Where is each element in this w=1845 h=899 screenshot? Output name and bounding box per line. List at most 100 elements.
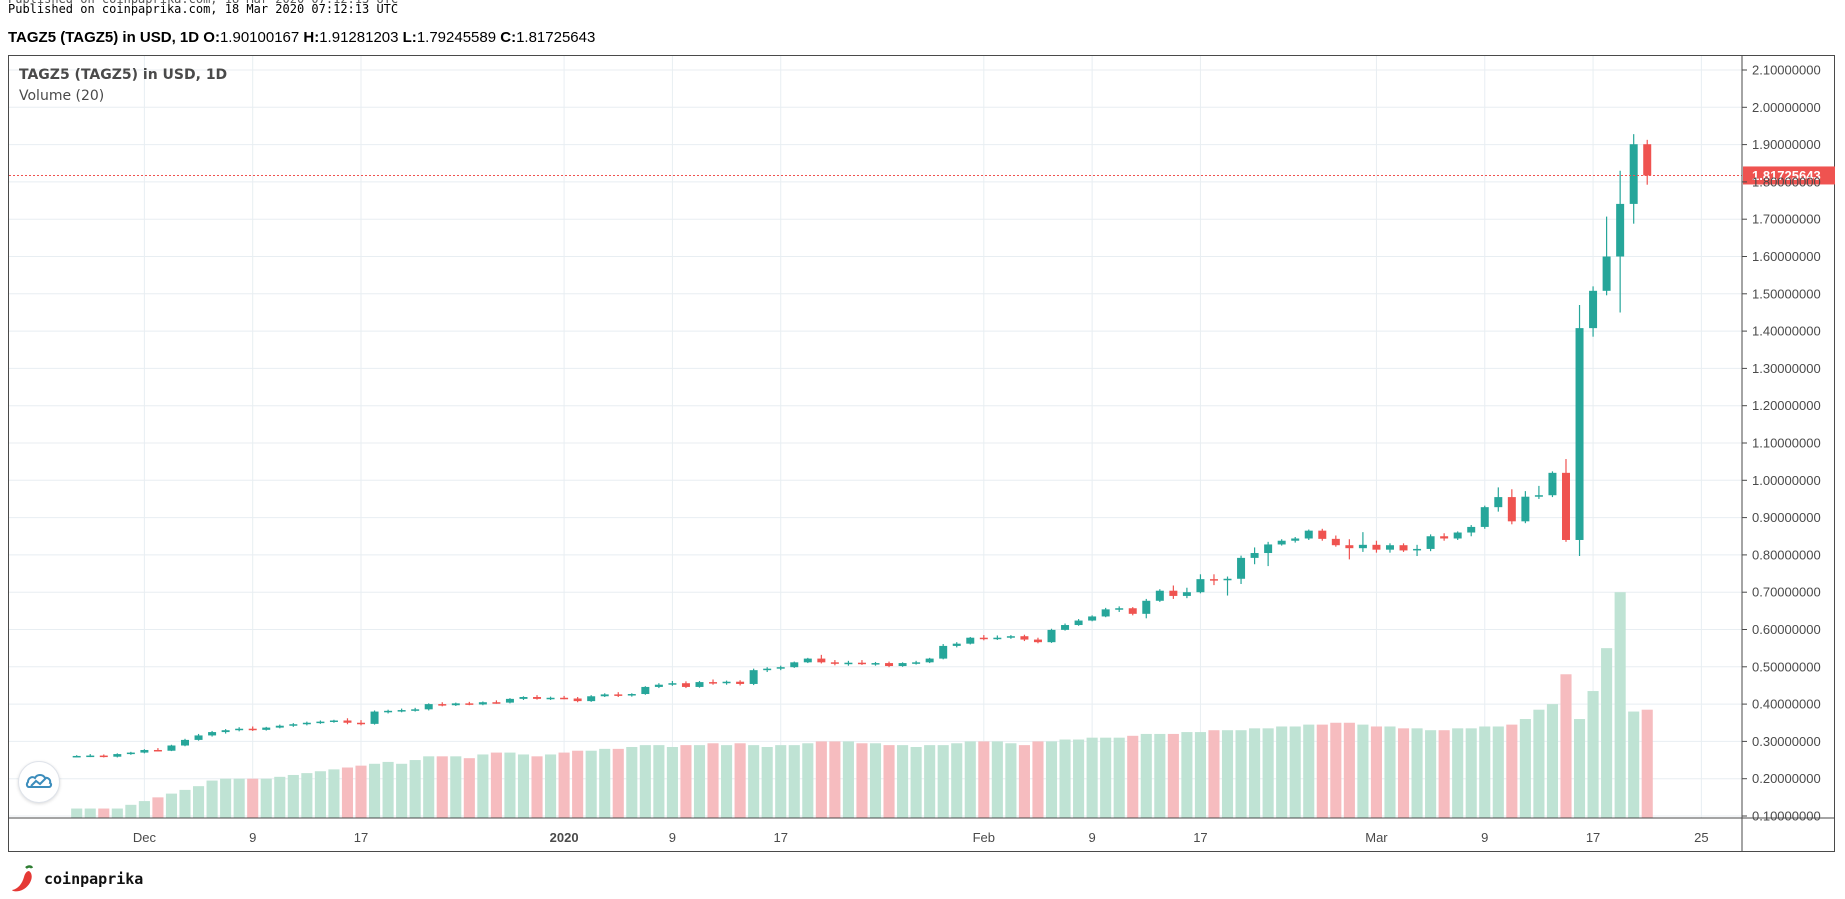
volume-bar bbox=[531, 756, 543, 818]
x-tick-label: 9 bbox=[249, 830, 256, 845]
volume-bar bbox=[1194, 732, 1206, 818]
ohlc-header: TAGZ5 (TAGZ5) in USD, 1D O:1.90100167 H:… bbox=[8, 29, 595, 46]
y-tick-label: 0.50000000 bbox=[1752, 659, 1821, 674]
volume-bar bbox=[788, 745, 800, 818]
y-tick-label: 1.00000000 bbox=[1752, 473, 1821, 488]
volume-bar bbox=[1519, 719, 1531, 818]
open-value: 1.90100167 bbox=[219, 29, 300, 46]
volume-bar bbox=[111, 808, 123, 818]
volume-bar bbox=[653, 745, 665, 818]
y-tick-label: 0.10000000 bbox=[1752, 809, 1821, 824]
candle-body bbox=[1074, 620, 1083, 626]
symbol-label: TAGZ5 (TAGZ5) in USD, 1D bbox=[8, 29, 200, 46]
candle-body bbox=[302, 722, 311, 725]
legend-volume: Volume (20) bbox=[19, 88, 105, 104]
volume-bar bbox=[869, 743, 882, 818]
volume-bar bbox=[71, 808, 83, 818]
x-tick-label: 17 bbox=[773, 830, 787, 845]
volume-bar bbox=[1167, 733, 1179, 818]
x-tick-label: 2020 bbox=[550, 830, 579, 845]
candle-body bbox=[600, 694, 609, 697]
x-tick-label: 9 bbox=[669, 830, 676, 845]
candle-body bbox=[546, 697, 555, 700]
candle-body bbox=[1061, 625, 1070, 630]
y-tick-label: 0.80000000 bbox=[1752, 547, 1821, 562]
axes: 2.10000000 2.00000000 1.90000000 1.80000000… bbox=[9, 56, 1834, 851]
volume-bar bbox=[924, 745, 936, 818]
x-tick-label: 17 bbox=[354, 830, 368, 845]
volume-bar bbox=[138, 801, 150, 818]
candle-body bbox=[424, 704, 433, 710]
candle-body bbox=[1020, 636, 1029, 640]
volume-bar bbox=[165, 793, 178, 818]
candle-body bbox=[1047, 629, 1056, 643]
volume-bar bbox=[477, 754, 489, 818]
candle-body bbox=[871, 663, 880, 665]
candle-body bbox=[1507, 497, 1516, 522]
candle-body bbox=[1385, 545, 1394, 550]
volume-bar bbox=[585, 750, 597, 818]
candlesticks bbox=[72, 134, 1652, 758]
volume-bar bbox=[504, 752, 516, 818]
candle-body bbox=[736, 681, 745, 684]
volume-bar bbox=[1479, 726, 1491, 818]
volume-bar bbox=[396, 763, 408, 818]
y-tick-label: 2.00000000 bbox=[1752, 100, 1821, 115]
volume-bar bbox=[341, 767, 354, 818]
candle-body bbox=[1358, 544, 1367, 549]
candle-body bbox=[275, 725, 284, 728]
y-tick-label: 1.20000000 bbox=[1752, 398, 1821, 413]
candle-body bbox=[343, 720, 352, 723]
volume-bar bbox=[355, 765, 367, 818]
candle-body bbox=[1169, 590, 1178, 596]
chili-pepper-icon bbox=[12, 865, 34, 892]
candle-body bbox=[1440, 536, 1449, 539]
volume-bar bbox=[382, 761, 394, 818]
volume-bar bbox=[1546, 704, 1559, 818]
volume-bar bbox=[287, 774, 299, 818]
volume-bar bbox=[1005, 743, 1017, 818]
volume-bar bbox=[1303, 724, 1315, 818]
candle-body bbox=[181, 739, 190, 746]
candle-body bbox=[1209, 579, 1218, 581]
footer-brand[interactable]: coinpaprika bbox=[10, 864, 143, 894]
candle-body bbox=[262, 727, 271, 730]
candle-body bbox=[248, 728, 257, 731]
x-tick-label: 9 bbox=[1481, 830, 1488, 845]
x-tick-label: 17 bbox=[1193, 830, 1207, 845]
candle-body bbox=[411, 709, 420, 711]
candle-body bbox=[438, 704, 447, 706]
candle-body bbox=[1101, 609, 1110, 617]
volume-bar bbox=[1343, 722, 1355, 818]
y-tick-label: 0.30000000 bbox=[1752, 734, 1821, 749]
candle-body bbox=[478, 702, 487, 705]
volume-bar bbox=[192, 786, 205, 818]
volume-bar bbox=[1425, 730, 1437, 818]
volume-bar bbox=[260, 778, 272, 818]
volume-bar bbox=[1492, 726, 1504, 818]
chart-overlay: 1.81725643 bbox=[9, 166, 1835, 185]
candle-body bbox=[830, 662, 839, 664]
grid-lines bbox=[9, 56, 1742, 818]
candle-body bbox=[221, 730, 230, 733]
volume-bar bbox=[1262, 728, 1274, 818]
volume-bar bbox=[1614, 592, 1626, 818]
y-tick-label: 1.40000000 bbox=[1752, 324, 1821, 339]
candle-body bbox=[1602, 256, 1611, 291]
y-tick-label: 2.10000000 bbox=[1752, 63, 1821, 78]
candle-body bbox=[803, 658, 812, 663]
x-tick-label: Feb bbox=[973, 830, 995, 845]
volume-bar bbox=[1059, 739, 1071, 818]
tradingview-cloud-icon[interactable] bbox=[18, 761, 60, 803]
y-tick-label: 1.70000000 bbox=[1752, 212, 1821, 227]
volume-bar bbox=[721, 745, 733, 818]
volume-bar bbox=[1249, 728, 1261, 818]
volume-bar bbox=[991, 741, 1003, 818]
volume-bar bbox=[734, 743, 746, 818]
candle-body bbox=[722, 681, 731, 684]
candle-body bbox=[654, 684, 663, 687]
volume-bar bbox=[220, 778, 232, 818]
candle-body bbox=[966, 637, 975, 644]
volume-bar bbox=[626, 746, 638, 818]
